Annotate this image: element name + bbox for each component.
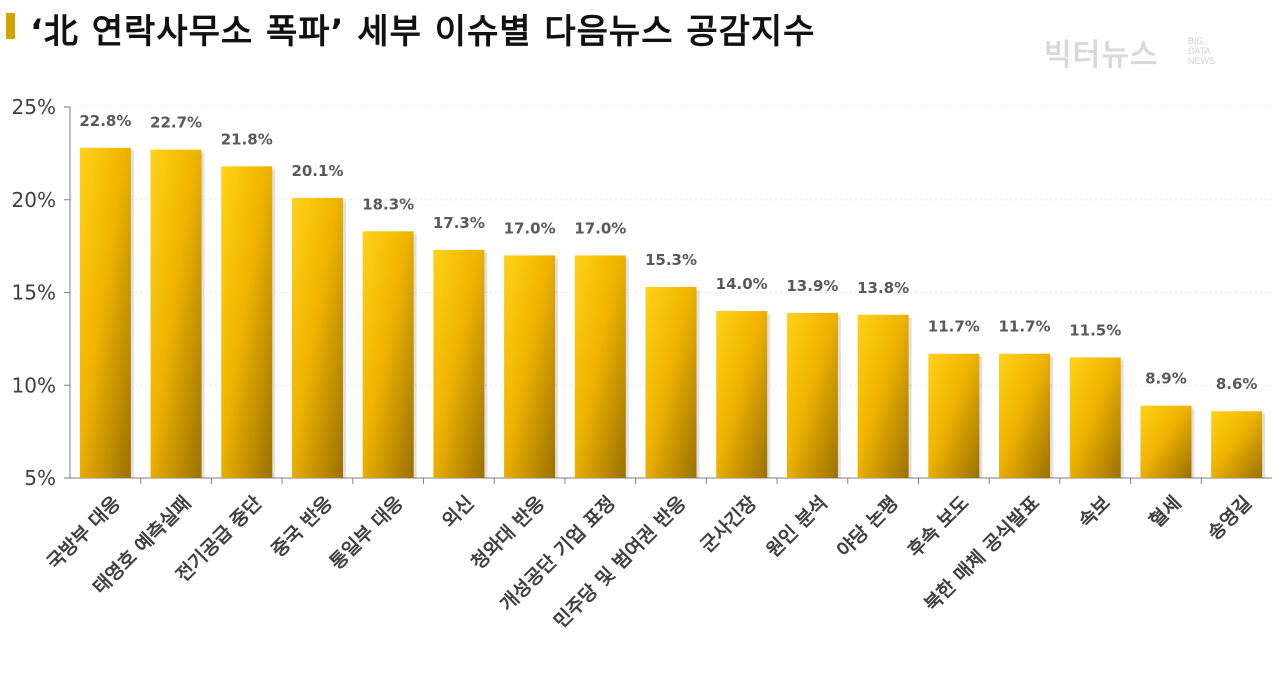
category-label: 혈세 <box>1144 491 1185 532</box>
bar-layer <box>79 147 1266 479</box>
data-label: 13.8% <box>857 279 909 297</box>
data-label: 18.3% <box>362 195 414 213</box>
data-label: 17.0% <box>504 219 556 237</box>
data-label: 20.1% <box>291 162 343 180</box>
bar <box>150 149 202 479</box>
bar <box>79 147 131 478</box>
axis-layer: 5% 10% 15% 20% 25% <box>12 95 1272 490</box>
category-label: 군사긴장 <box>696 492 761 557</box>
brand-logo: 빅터뉴스 BIG DATA NEWS <box>1044 30 1234 76</box>
chart-title: ‘北 연락사무소 폭파’ 세부 이슈별 다음뉴스 공감지수 <box>30 12 816 52</box>
bar <box>928 353 980 478</box>
category-label: 야당 논평 <box>833 492 903 562</box>
data-label: 14.0% <box>716 275 768 293</box>
bar <box>999 353 1051 478</box>
category-label: 원인 분석 <box>762 492 832 562</box>
y-tick-label: 20% <box>12 188 56 212</box>
category-label: 후속 보도 <box>904 492 974 562</box>
bar <box>291 197 343 478</box>
data-label: 22.8% <box>79 112 131 130</box>
category-label: 중국 반응 <box>267 492 337 562</box>
bar <box>504 255 556 478</box>
data-label: 17.3% <box>433 214 485 232</box>
logo-sub-line: NEWS <box>1188 56 1215 66</box>
data-label: 21.8% <box>221 130 273 148</box>
bar <box>1140 405 1192 478</box>
data-label: 8.9% <box>1145 370 1187 388</box>
title-marker <box>6 13 15 39</box>
y-tick-label: 5% <box>24 466 56 490</box>
category-label: 민주당 및 범여권 반응 <box>550 492 691 633</box>
bar <box>857 314 909 478</box>
bar <box>221 166 273 479</box>
data-label: 11.7% <box>999 318 1051 336</box>
logo-subtext: BIG DATA NEWS <box>1188 36 1215 66</box>
y-tick-label: 15% <box>12 281 56 305</box>
bar <box>645 286 697 478</box>
logo-sub-line: BIG <box>1188 36 1204 46</box>
data-label: 11.7% <box>928 318 980 336</box>
data-label: 13.9% <box>786 277 838 295</box>
bar <box>362 231 414 478</box>
y-tick-label: 25% <box>12 95 56 119</box>
y-tick-label: 10% <box>12 373 56 397</box>
data-label: 22.7% <box>150 114 202 132</box>
data-label: 15.3% <box>645 251 697 269</box>
category-label: 속보 <box>1074 492 1114 532</box>
category-label: 외신 <box>438 492 478 532</box>
bar <box>1069 357 1121 478</box>
logo-text: 빅터뉴스 <box>1044 38 1159 73</box>
bar <box>574 255 626 478</box>
bar <box>433 249 485 478</box>
bar <box>786 312 838 478</box>
category-label: 송영길 <box>1204 492 1257 545</box>
bar <box>1211 411 1263 478</box>
bar <box>716 311 768 478</box>
data-label: 11.5% <box>1069 321 1121 339</box>
data-label: 8.6% <box>1216 375 1258 393</box>
logo-sub-line: DATA <box>1188 46 1211 56</box>
category-label: 통일부 대응 <box>326 492 408 574</box>
data-label: 17.0% <box>574 219 626 237</box>
